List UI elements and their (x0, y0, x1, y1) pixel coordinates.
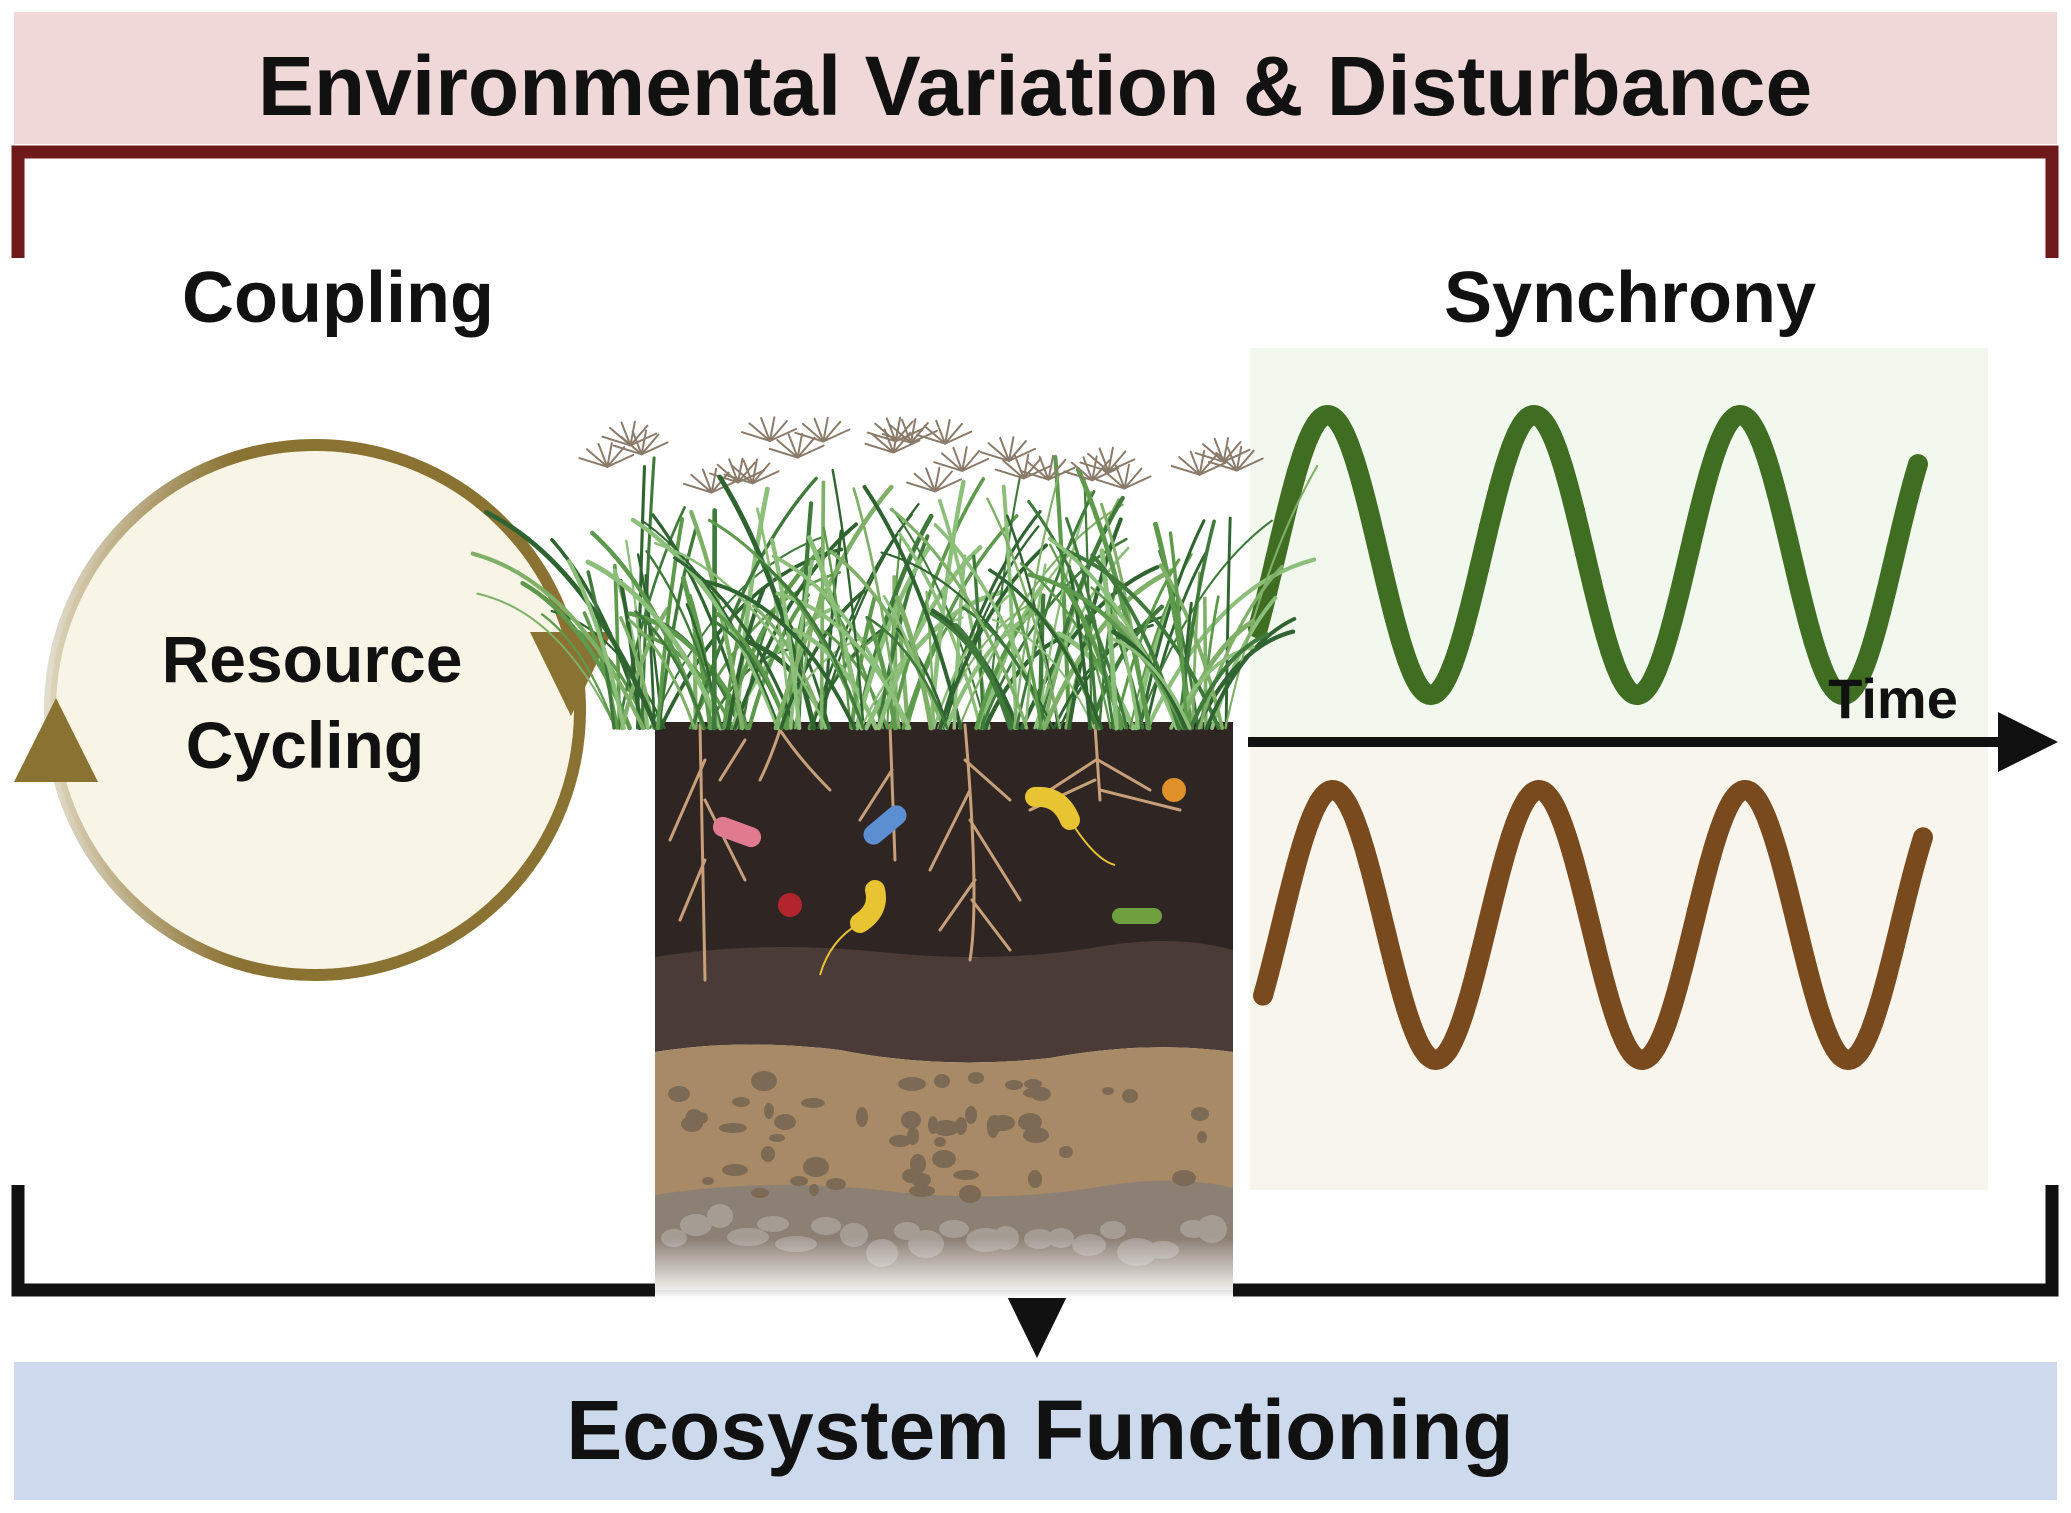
synchrony-label: Synchrony (1444, 258, 1816, 338)
footer-band (14, 1362, 2057, 1500)
soil-profile-icon (655, 722, 1233, 1298)
synchrony-panel-bottom (1250, 745, 1988, 1190)
wave-bottom (1253, 780, 1933, 1070)
cycle-arrow-icon-left (14, 698, 98, 782)
header-band (14, 12, 2057, 144)
footer-title: Ecosystem Functioning (566, 1383, 1513, 1477)
wave-top (1248, 405, 1928, 705)
top-bracket (11, 145, 2059, 258)
time-axis-label: Time (1828, 667, 1958, 730)
cycle-label-line1: Resource (162, 622, 463, 696)
header-title: Environmental Variation & Disturbance (258, 39, 1812, 133)
microbe-icon (712, 778, 1186, 976)
resource-cycle: Resource Cycling (14, 439, 612, 981)
grass-icon (470, 416, 1319, 731)
coupling-label: Coupling (182, 258, 494, 338)
down-arrow-icon (1000, 1282, 1074, 1358)
time-axis-arrow-icon (1998, 712, 2058, 772)
root-icon (668, 723, 1182, 982)
cycle-label-line2: Cycling (186, 708, 424, 782)
